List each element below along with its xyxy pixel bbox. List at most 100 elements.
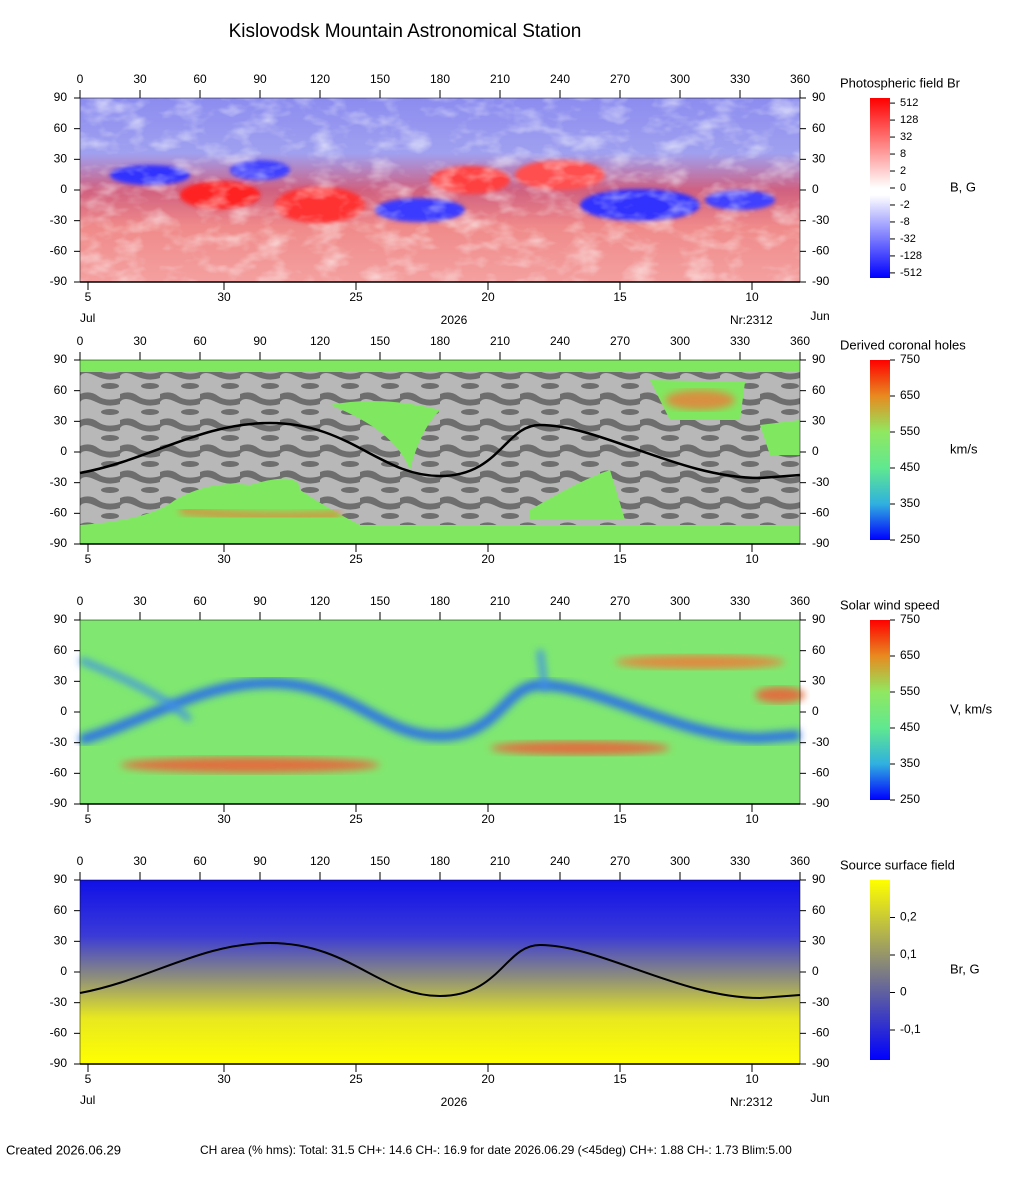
x-tick-label: 300 <box>670 594 690 608</box>
x-tick-label: 270 <box>610 594 630 608</box>
x-tick-label: 60 <box>193 594 207 608</box>
y-tick-label: 30 <box>812 674 826 688</box>
y-tick-label: -60 <box>50 506 68 520</box>
y-tick-label: 90 <box>812 612 826 626</box>
period-year: 2026 <box>441 1095 468 1109</box>
colorbar-tick-label: 128 <box>900 114 918 126</box>
y-tick-label: 0 <box>812 964 819 978</box>
x-tick-label: 180 <box>430 594 450 608</box>
x-tick-label: 60 <box>193 72 207 86</box>
colorbar-tick-label: -512 <box>900 267 922 279</box>
y-tick-label: 30 <box>54 152 68 166</box>
date-tick-label: 20 <box>481 812 495 826</box>
date-tick-label: 5 <box>85 552 92 566</box>
colorbar-tick-label: 2 <box>900 165 906 177</box>
y-tick-label: 0 <box>60 964 67 978</box>
x-tick-label: 240 <box>550 594 570 608</box>
date-tick-label: 30 <box>217 290 231 304</box>
x-tick-label: 300 <box>670 72 690 86</box>
x-tick-label: 300 <box>670 334 690 348</box>
y-tick-label: -90 <box>50 796 68 810</box>
date-tick-label: 10 <box>745 812 759 826</box>
date-tick-label: 15 <box>613 812 627 826</box>
colorbar-tick-label: 32 <box>900 131 912 143</box>
source-surface-map <box>79 880 801 1064</box>
colorbar-tick-label: 650 <box>900 648 920 662</box>
y-tick-label: 60 <box>54 903 68 917</box>
x-tick-label: 300 <box>670 854 690 868</box>
y-tick-label: 0 <box>812 444 819 458</box>
y-tick-label: 30 <box>812 414 826 428</box>
y-tick-label: -30 <box>812 213 830 227</box>
y-tick-label: -90 <box>812 274 830 288</box>
colorbar-tick-label: 450 <box>900 720 920 734</box>
x-tick-label: 90 <box>253 72 267 86</box>
y-tick-label: 30 <box>54 414 68 428</box>
y-tick-label: -90 <box>812 536 830 550</box>
y-tick-label: -90 <box>50 536 68 550</box>
colorbar-tick-label: 250 <box>900 532 920 546</box>
y-tick-label: -30 <box>812 735 830 749</box>
x-tick-label: 0 <box>77 854 84 868</box>
x-tick-label: 180 <box>430 854 450 868</box>
colorbar-tick-label: 350 <box>900 756 920 770</box>
x-tick-label: 360 <box>790 854 810 868</box>
ch-area-summary: CH area (% hms): Total: 31.5 CH+: 14.6 C… <box>200 1143 792 1157</box>
date-tick-label: 5 <box>85 812 92 826</box>
colorbar-tick-label: 650 <box>900 388 920 402</box>
x-tick-label: 150 <box>370 854 390 868</box>
rotation-number: Nr:2312 <box>730 1095 773 1109</box>
x-tick-label: 150 <box>370 594 390 608</box>
y-tick-label: 60 <box>54 121 68 135</box>
x-tick-label: 210 <box>490 72 510 86</box>
x-tick-label: 360 <box>790 334 810 348</box>
y-tick-label: -60 <box>812 244 830 258</box>
colorbar-tick-label: 550 <box>900 684 920 698</box>
colorbar-unit: km/s <box>950 441 978 456</box>
y-tick-label: 30 <box>54 674 68 688</box>
x-tick-label: 240 <box>550 72 570 86</box>
colorbar-tick-label: 0,2 <box>900 910 917 924</box>
y-tick-label: -30 <box>50 995 68 1009</box>
period-start: Jul <box>80 311 95 325</box>
x-tick-label: 330 <box>730 72 750 86</box>
period-end: Jun <box>810 309 829 323</box>
colorbar-tick-label: 250 <box>900 792 920 806</box>
y-tick-label: -30 <box>50 213 68 227</box>
y-tick-label: 0 <box>812 704 819 718</box>
colorbar-tick-label: -2 <box>900 199 910 211</box>
period-end: Jun <box>810 1091 829 1105</box>
date-tick-label: 30 <box>217 812 231 826</box>
period-start: Jul <box>80 1093 95 1107</box>
date-tick-label: 15 <box>613 1072 627 1086</box>
date-tick-label: 15 <box>613 290 627 304</box>
date-tick-label: 30 <box>217 1072 231 1086</box>
y-tick-label: 0 <box>60 704 67 718</box>
y-tick-label: -90 <box>50 274 68 288</box>
date-tick-label: 30 <box>217 552 231 566</box>
x-tick-label: 330 <box>730 334 750 348</box>
y-tick-label: 90 <box>812 872 826 886</box>
y-tick-label: 90 <box>812 352 826 366</box>
date-tick-label: 10 <box>745 1072 759 1086</box>
y-tick-label: 60 <box>54 643 68 657</box>
y-tick-label: -60 <box>812 1026 830 1040</box>
y-tick-label: 0 <box>60 444 67 458</box>
colorbar-tick-label: 350 <box>900 496 920 510</box>
x-tick-label: 30 <box>133 72 147 86</box>
x-tick-label: 210 <box>490 334 510 348</box>
x-tick-label: 270 <box>610 72 630 86</box>
date-tick-label: 25 <box>349 290 363 304</box>
colorbar-unit: Br, G <box>950 961 980 976</box>
y-tick-label: -60 <box>50 1026 68 1040</box>
y-tick-label: 60 <box>812 903 826 917</box>
y-tick-label: 90 <box>812 90 826 104</box>
x-tick-label: 270 <box>610 854 630 868</box>
x-tick-label: 180 <box>430 72 450 86</box>
y-tick-label: -30 <box>50 735 68 749</box>
x-tick-label: 360 <box>790 594 810 608</box>
colorbar-tick-label: -0,1 <box>900 1022 921 1036</box>
x-tick-label: 270 <box>610 334 630 348</box>
x-tick-label: 120 <box>310 854 330 868</box>
